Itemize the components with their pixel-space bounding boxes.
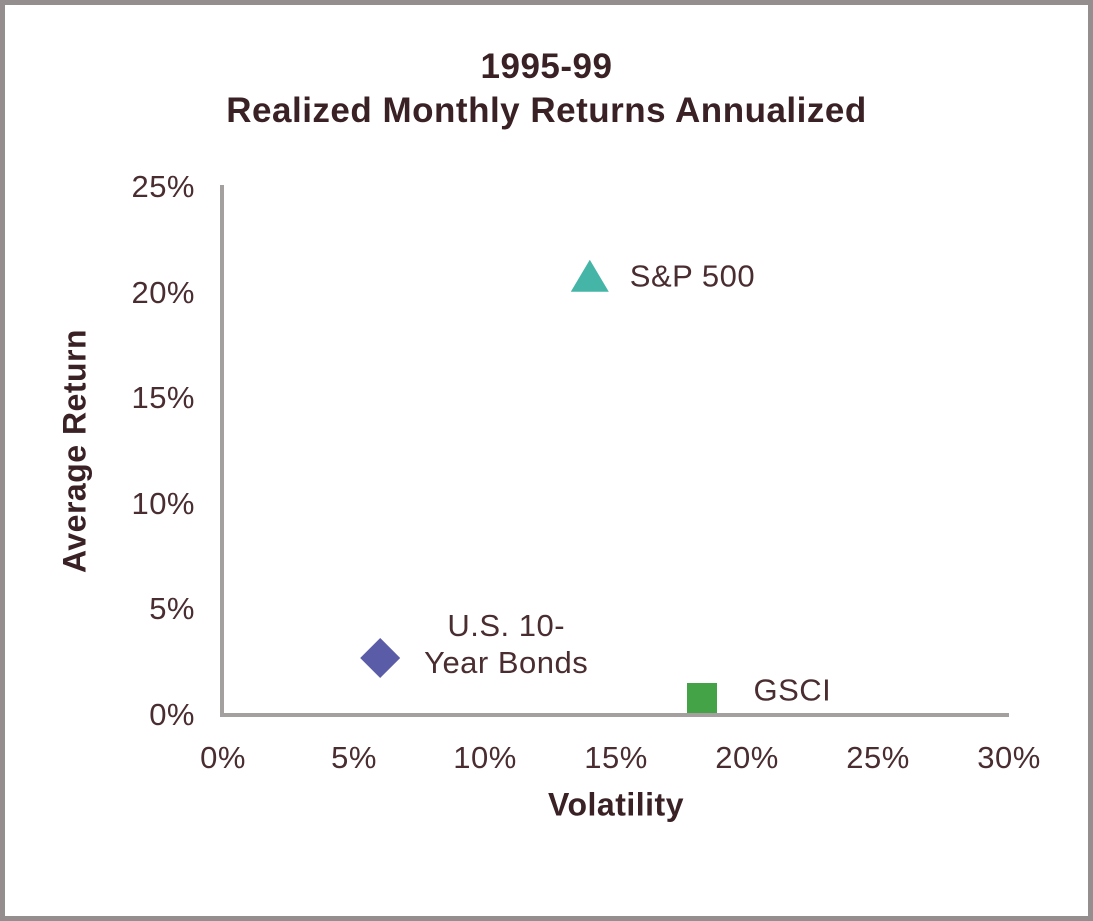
x-tick-label-25: 25% [846,740,910,775]
x-tick-label-10: 10% [453,740,517,775]
y-tick-label-25: 25% [131,169,195,204]
data-point-u-s-10-year-bonds-diamond-marker [360,637,401,678]
y-tick-label-10: 10% [131,485,195,521]
data-point-s-p-500-triangle-marker [570,259,609,292]
y-tick-label-15: 15% [131,380,195,416]
x-axis-line [220,713,1009,717]
x-axis-title: Volatility [548,786,684,823]
x-tick-label-5: 5% [331,740,377,775]
y-axis-title: Average Return [56,328,93,574]
data-point-gsci-square-marker [687,683,718,714]
y-tick-label-20: 20% [131,274,195,310]
x-tick-label-30: 30% [977,740,1041,775]
chart-title-line2: Realized Monthly Returns Annualized [226,91,867,130]
chart-title: 1995-99 Realized Monthly Returns Annuali… [5,45,1088,133]
data-point-u-s-10-year-bonds-label: U.S. 10- Year Bonds [424,607,589,680]
data-point-gsci-label: GSCI [753,672,832,708]
y-axis-line [220,185,224,717]
data-point-s-p-500-label: S&P 500 [629,258,756,294]
x-tick-label-15: 15% [584,740,648,775]
y-tick-label-0: 0% [149,697,195,732]
x-tick-label-0: 0% [200,740,246,775]
x-tick-label-20: 20% [715,740,779,775]
y-tick-label-5: 5% [149,591,195,627]
chart-title-line1: 1995-99 [480,47,613,86]
